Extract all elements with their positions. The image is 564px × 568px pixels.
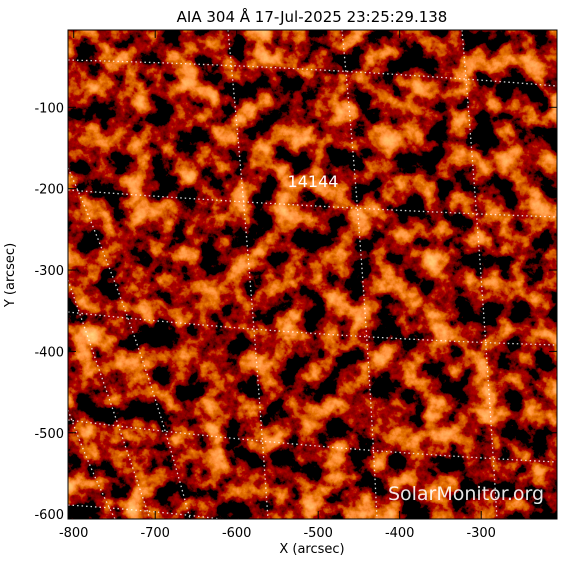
y-tick-label: -200 [34, 183, 64, 198]
x-tick-label: -500 [303, 526, 333, 541]
region-label: 14144 [288, 172, 339, 191]
x-axis-label: X (arcsec) [279, 542, 344, 557]
y-tick-label: -100 [34, 101, 64, 116]
y-tick-label: -500 [34, 427, 64, 442]
solar-image [68, 30, 557, 519]
plot-frame [67, 29, 558, 520]
x-tick-label: -400 [385, 526, 415, 541]
y-tick-label: -600 [34, 508, 64, 523]
heliographic-grid [68, 30, 557, 519]
x-tick-label: -300 [466, 526, 496, 541]
chart-title: AIA 304 Å 17-Jul-2025 23:25:29.138 [177, 7, 448, 26]
x-tick-label: -600 [222, 526, 252, 541]
x-tick-label: -700 [140, 526, 170, 541]
x-tick-label: -800 [59, 526, 89, 541]
watermark: SolarMonitor.org [388, 483, 544, 505]
y-tick-label: -400 [34, 345, 64, 360]
y-axis-label: Y (arcsec) [3, 243, 18, 308]
y-tick-label: -300 [34, 264, 64, 279]
